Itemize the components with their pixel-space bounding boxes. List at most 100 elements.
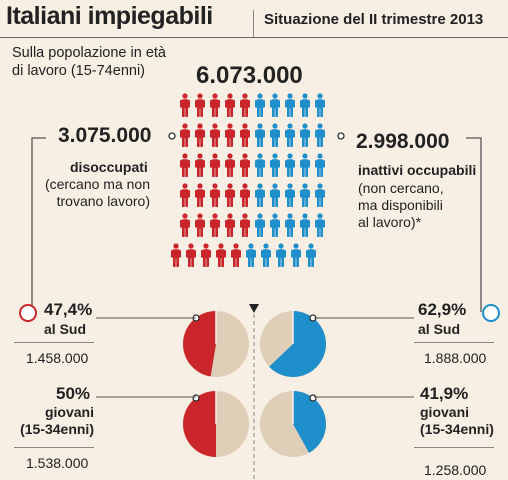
person-icon-disoccupati bbox=[225, 93, 235, 117]
person-icon-disoccupati bbox=[240, 153, 250, 177]
pie-inattivi-giovani-slice bbox=[293, 391, 327, 453]
pie-inattivi-giovani-dot bbox=[309, 394, 317, 402]
person-icon-inattivi bbox=[315, 153, 325, 177]
disoccupati-description: (cercano ma non trovano lavoro) bbox=[0, 176, 150, 210]
population-description: Sulla popolazione in età di lavoro (15-7… bbox=[12, 44, 192, 80]
inattivi-giovani-rule bbox=[414, 447, 494, 448]
disoccupati-value: 3.075.000 bbox=[58, 124, 152, 147]
person-icon-inattivi bbox=[315, 123, 325, 147]
person-icon-disoccupati bbox=[210, 93, 220, 117]
person-icon-inattivi bbox=[270, 183, 280, 207]
inattivi-giovani-label-line2: (15-34enni) bbox=[420, 421, 494, 437]
person-icon-inattivi bbox=[255, 153, 265, 177]
person-icon-inattivi bbox=[255, 123, 265, 147]
pie-disoccupati-giovani-slice bbox=[183, 391, 216, 457]
population-total: 6.073.000 bbox=[196, 62, 303, 89]
inattivi-giovani-pct: 41,9% bbox=[420, 384, 469, 403]
pie-disoccupati-sud-slice bbox=[183, 311, 216, 377]
disoccupati-giovani-num: 1.538.000 bbox=[26, 455, 89, 471]
person-icon-disoccupati bbox=[180, 153, 190, 177]
person-icon-inattivi bbox=[315, 93, 325, 117]
person-icon-disoccupati bbox=[180, 93, 190, 117]
population-description-line1: Sulla popolazione in età bbox=[12, 45, 166, 61]
inattivi-label: inattivi occupabili bbox=[358, 162, 477, 178]
disoccupati-giovani-rule bbox=[14, 447, 94, 448]
person-icon-inattivi bbox=[306, 243, 316, 267]
person-icon-disoccupati bbox=[210, 123, 220, 147]
person-icon-disoccupati bbox=[225, 153, 235, 177]
disoccupati-giovani-label-line1: giovani bbox=[44, 404, 94, 420]
inattivi-sud-num: 1.888.000 bbox=[424, 350, 487, 366]
disoccupati-sud-num: 1.458.000 bbox=[26, 350, 89, 366]
disoccupati-marker bbox=[19, 304, 37, 322]
disoccupati-giovani-pct: 50% bbox=[56, 384, 91, 403]
page-subtitle: Situazione del II trimestre 2013 bbox=[264, 11, 484, 28]
person-icon-disoccupati bbox=[240, 93, 250, 117]
inattivi-bracket-dot bbox=[337, 132, 345, 140]
pie-inattivi-sud-slice bbox=[269, 311, 327, 378]
person-icon-disoccupati bbox=[180, 183, 190, 207]
disoccupati-desc-line1: (cercano ma non bbox=[44, 176, 150, 192]
center-arrow bbox=[249, 304, 259, 313]
person-icon-inattivi bbox=[300, 153, 310, 177]
inattivi-sud-rule bbox=[414, 342, 494, 343]
inattivi-marker bbox=[482, 304, 500, 322]
disoccupati-giovani-label: giovani (15-34enni) bbox=[0, 404, 94, 438]
person-icon-disoccupati bbox=[225, 183, 235, 207]
person-icon-inattivi bbox=[300, 213, 310, 237]
person-icon-inattivi bbox=[285, 183, 295, 207]
population-description-line2: di lavoro (15-74enni) bbox=[12, 63, 145, 79]
person-icon-inattivi bbox=[285, 153, 295, 177]
person-icon-disoccupati bbox=[210, 153, 220, 177]
person-icon-disoccupati bbox=[186, 243, 196, 267]
person-icon-disoccupati bbox=[195, 183, 205, 207]
person-icon-inattivi bbox=[300, 93, 310, 117]
person-icon-disoccupati bbox=[195, 123, 205, 147]
person-icon-inattivi bbox=[270, 213, 280, 237]
inattivi-value: 2.998.000 bbox=[356, 130, 450, 153]
disoccupati-bracket-dot bbox=[168, 132, 176, 140]
disoccupati-giovani-label-line2: (15-34enni) bbox=[20, 421, 94, 437]
person-icon-inattivi bbox=[315, 183, 325, 207]
disoccupati-sud-rule bbox=[14, 342, 94, 343]
inattivi-sud-label: al Sud bbox=[418, 321, 461, 337]
person-icon-disoccupati bbox=[195, 93, 205, 117]
person-icon-inattivi bbox=[255, 213, 265, 237]
disoccupati-sud-label: al Sud bbox=[44, 321, 87, 337]
person-icon-disoccupati bbox=[195, 213, 205, 237]
inattivi-desc-line2: ma disponibili bbox=[358, 197, 443, 213]
person-icon-inattivi bbox=[300, 183, 310, 207]
person-icon-inattivi bbox=[246, 243, 256, 267]
pie-charts bbox=[183, 311, 327, 457]
inattivi-giovani-num: 1.258.000 bbox=[424, 462, 487, 478]
person-icon-disoccupati bbox=[225, 213, 235, 237]
person-icon-disoccupati bbox=[240, 213, 250, 237]
person-icon-inattivi bbox=[291, 243, 301, 267]
person-icon-inattivi bbox=[270, 153, 280, 177]
person-icon-inattivi bbox=[285, 93, 295, 117]
disoccupati-desc-line2: trovano lavoro) bbox=[56, 193, 150, 209]
pictogram-grid bbox=[171, 93, 325, 267]
inattivi-bracket bbox=[466, 137, 482, 312]
person-icon-inattivi bbox=[255, 93, 265, 117]
person-icon-disoccupati bbox=[180, 213, 190, 237]
person-icon-inattivi bbox=[270, 93, 280, 117]
person-icon-disoccupati bbox=[231, 243, 241, 267]
person-icon-disoccupati bbox=[210, 183, 220, 207]
inattivi-giovani-label: giovani (15-34enni) bbox=[420, 404, 494, 438]
disoccupati-sud-pct: 47,4% bbox=[44, 300, 93, 319]
header-rule bbox=[0, 37, 508, 38]
person-icon-disoccupati bbox=[210, 213, 220, 237]
person-icon-inattivi bbox=[300, 123, 310, 147]
person-icon-disoccupati bbox=[240, 123, 250, 147]
person-icon-inattivi bbox=[261, 243, 271, 267]
inattivi-desc-line1: (non cercano, bbox=[358, 180, 444, 196]
person-icon-disoccupati bbox=[225, 123, 235, 147]
person-icon-inattivi bbox=[315, 213, 325, 237]
inattivi-desc-line3: al lavoro)* bbox=[358, 214, 422, 230]
person-icon-inattivi bbox=[255, 183, 265, 207]
person-icon-disoccupati bbox=[240, 183, 250, 207]
pie-disoccupati-giovani-dot bbox=[192, 394, 200, 402]
person-icon-disoccupati bbox=[195, 153, 205, 177]
